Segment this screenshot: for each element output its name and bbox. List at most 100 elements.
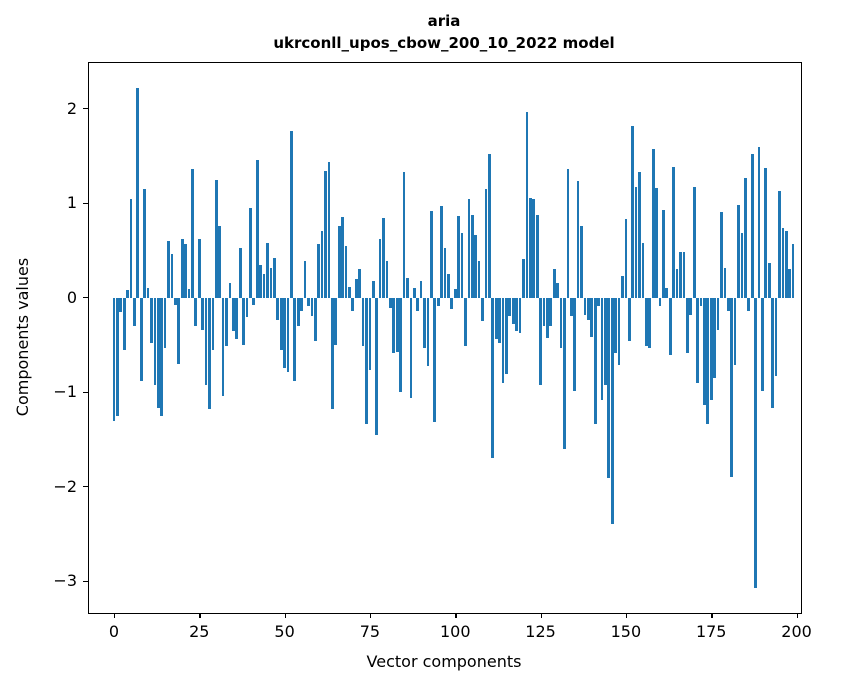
bar: [761, 297, 764, 392]
bar: [399, 297, 402, 393]
bar: [153, 297, 157, 385]
bar: [283, 297, 286, 368]
bar: [692, 187, 696, 298]
bar: [726, 297, 730, 312]
bar: [778, 191, 781, 298]
bar: [624, 219, 628, 298]
y-tick-label: −1: [53, 382, 77, 402]
bar: [535, 214, 539, 298]
bar: [214, 179, 218, 298]
bar: [238, 247, 242, 298]
chart-title-line2: ukrconll_upos_cbow_200_10_2022 model: [273, 34, 615, 52]
bar: [242, 297, 245, 346]
bar: [614, 297, 618, 353]
bar: [412, 288, 416, 298]
chart-title-line1: aria: [427, 12, 461, 30]
bar: [505, 297, 508, 375]
bar: [211, 297, 215, 350]
bar: [303, 260, 307, 298]
bar: [341, 216, 344, 298]
bar: [788, 269, 792, 298]
bar: [532, 198, 536, 298]
bar: [566, 169, 570, 298]
y-tick-mark: [83, 391, 88, 393]
y-tick-label: 2: [66, 98, 77, 118]
bar: [559, 297, 563, 348]
bar: [634, 187, 638, 298]
bar: [774, 297, 778, 377]
bar: [440, 206, 443, 298]
bar: [723, 267, 727, 298]
bar: [720, 211, 723, 298]
bar: [324, 171, 327, 298]
bar: [337, 226, 341, 298]
bar: [160, 297, 164, 416]
bar: [610, 297, 614, 524]
bar: [177, 297, 181, 364]
bar: [498, 297, 501, 344]
x-tick-mark: [455, 613, 457, 618]
bar: [638, 172, 641, 298]
bar: [290, 130, 293, 298]
bar: [371, 280, 375, 298]
y-tick-mark: [83, 486, 88, 488]
bar: [474, 235, 478, 298]
bar: [744, 177, 747, 298]
bar: [580, 226, 583, 298]
bar: [126, 290, 129, 298]
bar: [365, 297, 368, 424]
bar: [552, 269, 556, 298]
x-axis-label: Vector components: [366, 652, 522, 671]
bar: [150, 297, 153, 344]
bar: [112, 297, 116, 421]
bar: [310, 297, 314, 316]
y-tick-label: −3: [53, 571, 77, 591]
bar: [563, 297, 566, 450]
plot-area: 0 25 50 75 100 125 150 175 200 2 1 0 −1 −2 −3: [53, 62, 812, 641]
x-tick-mark: [711, 613, 713, 618]
bar: [747, 297, 751, 312]
bar: [184, 243, 187, 298]
bar: [368, 297, 372, 370]
bar: [488, 154, 491, 298]
bar: [436, 297, 440, 307]
bar: [317, 243, 321, 298]
bar: [208, 297, 211, 410]
y-tick-mark: [83, 297, 88, 299]
bar: [668, 297, 672, 355]
bar: [556, 282, 559, 298]
bar: [685, 297, 689, 353]
bar: [569, 297, 573, 316]
bar: [296, 297, 300, 327]
bar: [593, 297, 597, 424]
bar: [716, 297, 720, 330]
bar: [491, 297, 495, 459]
x-tick-mark: [625, 613, 628, 618]
bar: [621, 276, 624, 298]
x-tick-mark: [113, 613, 116, 618]
bar: [583, 297, 587, 315]
bar: [617, 297, 621, 365]
bar: [453, 289, 457, 298]
bar: [675, 269, 679, 298]
bar: [590, 297, 594, 337]
bar: [525, 111, 529, 298]
bar: [129, 198, 133, 298]
bar: [122, 297, 126, 350]
bar: [481, 297, 484, 322]
bar: [266, 243, 269, 298]
x-tick-label: 175: [695, 622, 727, 641]
bar: [648, 297, 652, 348]
bar: [331, 297, 334, 410]
bar: [262, 274, 266, 298]
bar: [334, 297, 338, 346]
bar: [327, 161, 331, 298]
bar: [689, 297, 693, 315]
x-tick-label: 150: [610, 622, 642, 641]
bar: [682, 251, 686, 298]
bar: [180, 239, 184, 298]
bar: [139, 297, 143, 381]
bar: [395, 297, 399, 352]
bar: [255, 159, 259, 298]
bar: [539, 297, 542, 385]
